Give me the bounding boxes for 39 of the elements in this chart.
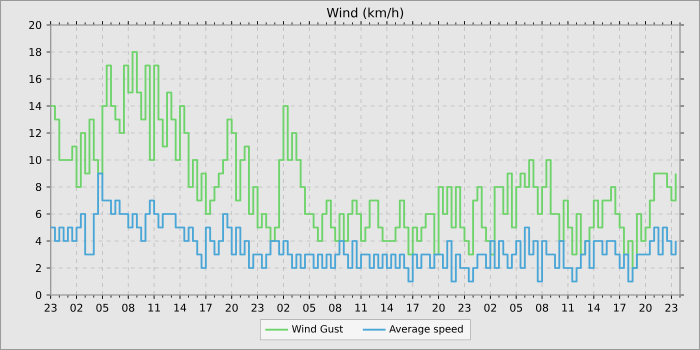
x-tick-label: 05 [303,304,316,312]
x-tick-label: 08 [536,304,548,312]
x-tick-label: 17 [200,304,212,312]
x-tick-label: 20 [226,304,238,312]
x-tick-label: 23 [665,304,678,312]
x-tick-label: 20 [432,304,445,312]
x-tick-label: 14 [381,304,394,312]
x-tick-label: 02 [277,304,290,312]
y-tick-label: 14 [30,102,42,110]
y-tick-label: 0 [36,290,42,300]
x-tick-label: 05 [96,304,108,312]
y-tick-label: 8 [36,182,42,192]
x-tick-label: 17 [407,304,419,312]
x-tick-label: 20 [640,304,652,312]
x-tick-label: 08 [122,304,134,312]
chart-title: Wind (km/h) [326,8,404,19]
x-tick-label: 05 [510,304,522,312]
y-tick-label: 4 [36,237,42,245]
legend-label: Average speed [389,324,463,335]
x-tick-label: 23 [252,304,264,312]
y-tick-label: 12 [30,129,41,137]
y-tick-label: 18 [30,48,42,56]
y-tick-label: 2 [36,264,41,272]
x-tick-label: 11 [562,304,574,312]
x-tick-label: 14 [588,304,600,312]
x-tick-label: 23 [458,304,470,312]
x-tick-label: 02 [484,304,496,312]
y-tick-label: 10 [30,156,42,164]
x-tick-label: 08 [329,304,342,312]
y-tick-label: 20 [29,20,42,30]
y-tick-label: 16 [30,74,42,84]
x-tick-label: 11 [148,304,160,312]
x-tick-label: 17 [614,304,626,312]
x-tick-label: 23 [44,304,57,312]
y-tick-label: 6 [36,210,42,218]
x-tick-label: 14 [174,304,186,312]
legend-label: Wind Gust [292,324,343,333]
x-tick-label: 11 [355,304,367,312]
x-tick-label: 02 [70,304,82,312]
